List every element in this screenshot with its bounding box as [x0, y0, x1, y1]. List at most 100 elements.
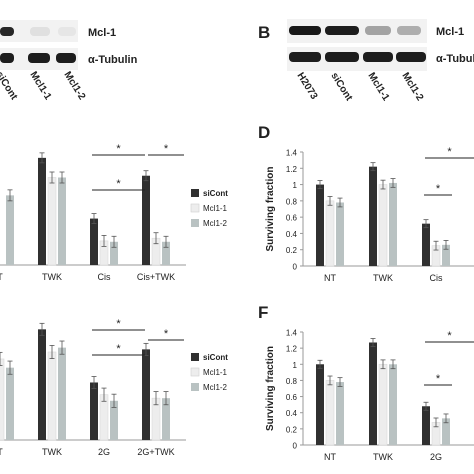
bar-sicont	[90, 218, 98, 265]
legend-swatch	[190, 367, 200, 377]
bar-mcl1-2	[162, 398, 170, 440]
bar-mcl1-2	[110, 400, 118, 440]
bar-mcl1-2	[389, 364, 397, 445]
bar-mcl1-1	[325, 200, 335, 267]
legend-label: Mcl1-1	[203, 204, 228, 213]
blot-lane-label: H2073	[294, 71, 319, 102]
panel-label-f: F	[258, 303, 268, 322]
band-mcl1	[30, 27, 50, 36]
y-tick-label: 1.2	[286, 345, 298, 354]
y-tick-label: 0.6	[286, 214, 298, 223]
y-tick-label: 1	[293, 181, 298, 190]
band-tubulin	[289, 52, 321, 62]
chart-d: 0 0.2 0.4 0.6 0.8 1 1.2 1.4 Surviving fraction NT…	[265, 146, 474, 283]
y-tick-label: 0.6	[286, 393, 298, 402]
y-tick-label: 0.2	[286, 425, 298, 434]
blot-lane-label: siCont	[328, 71, 354, 104]
significance-star: *	[447, 330, 452, 342]
legend-label: siCont	[203, 353, 228, 362]
significance-star: *	[116, 143, 121, 155]
bar-sicont	[142, 175, 150, 265]
bar-sicont	[142, 349, 150, 440]
y-tick-label: 0.4	[286, 409, 298, 418]
legend-swatch	[191, 219, 199, 227]
significance-star: *	[116, 343, 121, 355]
x-tick-label: Cis	[430, 273, 443, 283]
significance-star: *	[436, 373, 441, 385]
band-mcl1	[365, 26, 391, 35]
significance-star: *	[116, 318, 121, 330]
x-tick-label: Cis+TWK	[137, 272, 175, 282]
bar-sicont	[316, 184, 324, 266]
a-blot: Mcl-1 α-Tubulin siCont Mcl1-1 Mcl1-2	[0, 20, 138, 103]
bar-mcl1-2	[110, 241, 118, 265]
legend-swatch	[191, 189, 199, 197]
bar-mcl1-1	[378, 363, 388, 446]
y-axis-label: Surviving fraction	[265, 166, 276, 251]
y-axis-label: Surviving fraction	[265, 346, 276, 431]
significance-star: *	[447, 146, 452, 158]
y-tick-label: 1.4	[286, 329, 298, 338]
bar-sicont	[369, 166, 377, 266]
bar-mcl1-1	[325, 380, 335, 446]
bar-mcl1-1	[47, 177, 57, 266]
x-tick-label: 2G	[98, 447, 110, 457]
chart-f: 0 0.2 0.4 0.6 0.8 1 1.2 1.4 Surviving fraction NT…	[265, 329, 474, 462]
bar-sicont	[316, 364, 324, 445]
significance-star: *	[164, 143, 169, 155]
y-tick-label: 1.2	[286, 165, 298, 174]
y-tick-label: 1	[293, 361, 298, 370]
x-tick-label: TWK	[373, 273, 393, 283]
bar-sicont	[422, 223, 430, 266]
bar-mcl1-2	[336, 202, 344, 266]
bar-mcl1-2	[58, 177, 66, 265]
x-tick-label: TWK	[42, 272, 62, 282]
blot-lane-label: Mcl1-2	[399, 71, 425, 104]
x-tick-label: 2G+TWK	[137, 447, 174, 457]
band-tubulin	[363, 52, 393, 62]
legend-label: Mcl1-1	[203, 368, 228, 377]
b-blot: Mcl-1 α-Tubulin H2073 siCont Mcl1-1 Mcl1-2	[287, 19, 474, 104]
bar-sicont	[369, 342, 377, 445]
y-tick-label: 0.8	[286, 377, 298, 386]
band-mcl1	[0, 27, 14, 36]
bar-mcl1-2	[6, 367, 14, 440]
bar-mcl1-2	[442, 244, 450, 266]
x-tick-label: 2G	[430, 452, 442, 462]
chart-e: T TWK 2G 2G+TWK * * * siCont Mcl1-1 Mcl1-2	[0, 318, 228, 457]
panel-label-d: D	[258, 123, 270, 142]
bar-mcl1-1	[47, 351, 57, 441]
x-tick-label: TWK	[42, 447, 62, 457]
band-mcl1	[325, 26, 359, 35]
legend-swatch	[191, 353, 199, 361]
y-tick-label: 0	[293, 263, 298, 272]
band-tubulin	[325, 52, 359, 62]
band-tubulin	[28, 53, 50, 63]
x-tick-label: Cis	[98, 272, 111, 282]
legend-label: siCont	[203, 189, 228, 198]
panel-label-b: B	[258, 23, 270, 42]
blot-row-label: Mcl-1	[88, 27, 116, 39]
significance-star: *	[436, 183, 441, 195]
x-tick-label: T	[0, 447, 3, 457]
bar-mcl1-1	[378, 184, 388, 267]
blot-lane-label: siCont	[0, 70, 20, 103]
y-tick-label: 0.2	[286, 246, 298, 255]
y-tick-label: 1.4	[286, 149, 298, 158]
x-tick-label: NT	[324, 273, 336, 283]
band-tubulin	[0, 53, 14, 63]
bar-mcl1-2	[336, 382, 344, 445]
x-tick-label: NT	[324, 452, 336, 462]
blot-row-label: α-Tubulin	[88, 54, 138, 66]
bar-mcl1-2	[162, 241, 170, 265]
significance-star: *	[164, 328, 169, 340]
legend-swatch	[191, 383, 199, 391]
x-tick-label: T	[0, 272, 3, 282]
bar-mcl1-2	[389, 182, 397, 266]
blot-row-label: α-Tubulin	[436, 53, 474, 65]
band-mcl1	[397, 26, 421, 35]
blot-strip-mcl1	[0, 20, 78, 42]
y-tick-label: 0	[293, 442, 298, 451]
bar-mcl1-1	[0, 358, 5, 441]
